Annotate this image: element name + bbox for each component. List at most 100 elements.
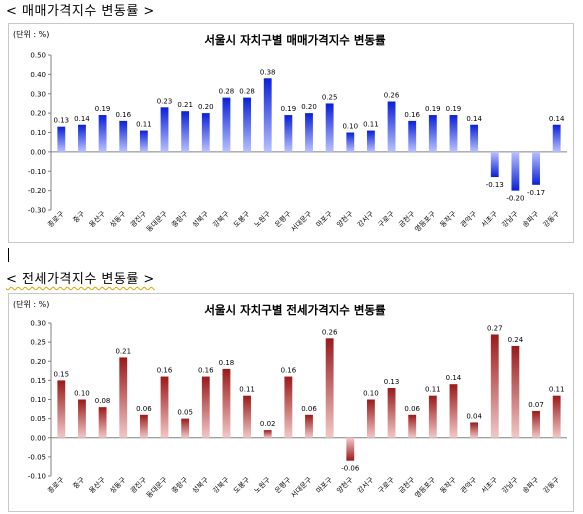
category-label: 송파구 <box>520 209 540 229</box>
category-label: 성북구 <box>190 475 210 495</box>
category-label: 강북구 <box>211 209 231 229</box>
sale-index-chart: (단위 : %) 서울시 자치구별 매매가격지수 변동률 0.50 0.40 0.30 0… <box>8 23 574 243</box>
category-label: 관악구 <box>459 209 479 229</box>
bar-value-label: 0.13 <box>54 117 70 125</box>
category-label: 중구 <box>72 209 87 224</box>
bar <box>346 132 355 152</box>
bar <box>201 376 210 438</box>
y-tick-label: -0.05 <box>28 453 46 461</box>
bar-value-label: 0.14 <box>446 374 462 382</box>
category-label: 강동구 <box>541 475 561 495</box>
bar-value-label: -0.20 <box>506 195 524 203</box>
category-label: 동작구 <box>438 475 458 495</box>
bar-value-label: 0.14 <box>549 115 565 123</box>
bar-value-label: 0.25 <box>322 93 338 101</box>
bar <box>222 97 231 152</box>
bar <box>325 338 334 438</box>
category-label: 은평구 <box>273 209 293 229</box>
category-label: 강동구 <box>541 209 561 229</box>
bar-value-label: -0.06 <box>341 465 360 473</box>
bar-value-label: 0.19 <box>95 105 111 113</box>
bar-value-label: 0.06 <box>136 405 152 413</box>
bar <box>181 111 190 152</box>
bar-value-label: 0.16 <box>404 111 420 119</box>
category-label: 도봉구 <box>232 209 252 229</box>
bar <box>263 430 272 438</box>
bar-value-label: 0.14 <box>466 115 482 123</box>
bar <box>552 124 561 152</box>
category-label: 강북구 <box>211 475 231 495</box>
bar-value-label: 0.08 <box>95 397 111 405</box>
bar-value-label: 0.19 <box>425 105 441 113</box>
bar-value-label: 0.21 <box>177 101 193 109</box>
bar-value-label: 0.11 <box>425 386 441 394</box>
bar-value-label: 0.21 <box>115 347 131 355</box>
bar-value-label: 0.16 <box>281 367 297 375</box>
bar <box>366 399 375 438</box>
category-label: 은평구 <box>273 475 293 495</box>
bar <box>428 115 437 152</box>
bar <box>305 414 313 438</box>
bar <box>511 345 520 438</box>
category-label: 성북구 <box>190 209 210 229</box>
bar <box>243 395 252 438</box>
bar-value-label: 0.13 <box>384 378 400 386</box>
y-tick-label: 0.30 <box>30 320 46 328</box>
bar-value-label: 0.11 <box>239 386 255 394</box>
chart-title: 서울시 자치구별 매매가격지수 변동률 <box>204 33 386 47</box>
bar <box>201 113 210 152</box>
bar <box>511 151 520 191</box>
bar <box>119 357 128 438</box>
bar-value-label: 0.10 <box>74 390 90 398</box>
bar <box>222 368 231 438</box>
bar-value-label: 0.11 <box>363 121 379 129</box>
bar <box>408 120 417 152</box>
y-tick-label: 0.10 <box>30 396 46 404</box>
bar <box>181 418 190 438</box>
bar <box>160 107 169 152</box>
jeonse-index-chart: (단위 : %) 서울시 자치구별 전세가격지수 변동률 0.30 0.25 0.20 0… <box>8 293 574 512</box>
y-tick-label: 0.00 <box>30 434 46 442</box>
y-tick-label: 0.05 <box>30 415 46 423</box>
bar-value-label: 0.16 <box>115 111 131 119</box>
category-label: 광진구 <box>128 209 148 229</box>
bar-value-label: 0.20 <box>198 103 214 111</box>
y-tick-label: 0.15 <box>30 377 46 385</box>
bar <box>449 115 458 152</box>
category-label: 구로구 <box>377 209 397 229</box>
y-tick-label: -0.10 <box>28 473 46 481</box>
category-label: 강남구 <box>500 475 520 495</box>
text-cursor <box>8 248 9 262</box>
bar-value-label: 0.23 <box>157 97 173 105</box>
bar <box>408 414 417 438</box>
bar <box>387 388 396 438</box>
y-tick-label: 0.00 <box>30 148 46 156</box>
category-label: 노원구 <box>252 475 272 495</box>
category-label: 동대문구 <box>145 475 169 499</box>
category-label: 구로구 <box>377 475 397 495</box>
bar <box>552 395 561 438</box>
category-label: 금천구 <box>397 475 417 495</box>
bar <box>532 151 540 185</box>
y-tick-label: 0.30 <box>30 90 46 98</box>
bar <box>98 407 107 438</box>
bar <box>346 437 355 461</box>
category-label: 서초구 <box>479 209 499 229</box>
bar <box>98 115 107 152</box>
bar-value-label: 0.11 <box>549 386 565 394</box>
y-tick-label: 0.10 <box>30 129 46 137</box>
chart-title: 서울시 자치구별 전세가격지수 변동률 <box>204 303 386 317</box>
bar <box>78 124 86 152</box>
bar <box>263 78 272 152</box>
bar-value-label: 0.38 <box>260 68 276 76</box>
bar <box>78 399 86 438</box>
category-label: 중랑구 <box>170 209 190 229</box>
category-label: 서대문구 <box>289 475 314 500</box>
bar-value-label: -0.13 <box>486 181 504 189</box>
bar <box>57 126 66 152</box>
category-label: 서대문구 <box>289 209 314 234</box>
category-label: 영등포구 <box>413 475 438 500</box>
y-tick-label: 0.50 <box>30 52 46 60</box>
category-label: 성동구 <box>108 475 128 495</box>
y-tick-label: 0.20 <box>30 110 46 118</box>
